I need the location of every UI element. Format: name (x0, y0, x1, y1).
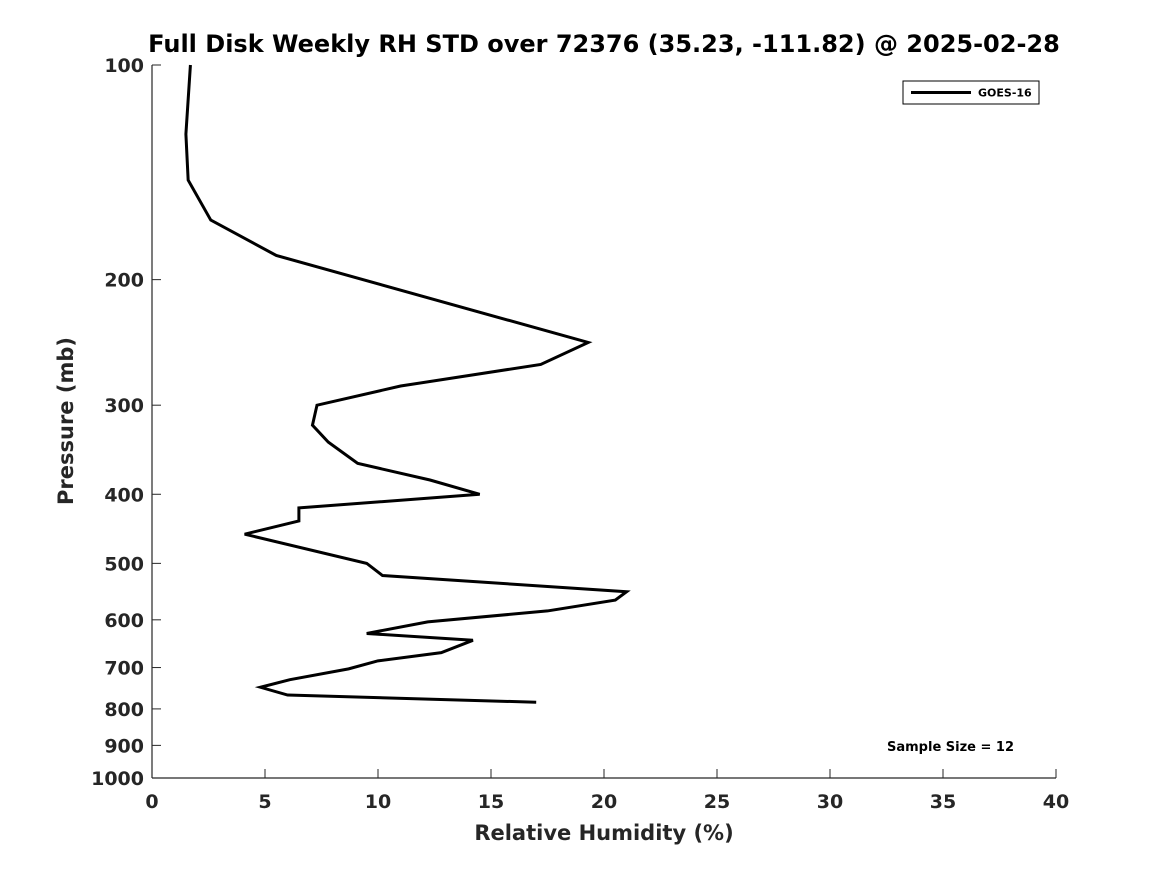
x-tick-label: 5 (258, 791, 271, 813)
series-layer (184, 64, 631, 704)
plot-axes (151, 65, 1056, 779)
legend: GOES-16 (902, 80, 1040, 105)
y-tick-label: 300 (104, 395, 144, 417)
y-tick-label: 100 (104, 55, 144, 77)
x-tick-label: 25 (704, 791, 730, 813)
sample-size-annotation: Sample Size = 12 (887, 740, 1014, 755)
y-tick-label: 400 (104, 484, 144, 506)
x-tick-label: 40 (1043, 791, 1069, 813)
x-tick-label: 35 (930, 791, 956, 813)
y-tick-label: 1000 (91, 768, 144, 790)
x-tick-label: 10 (365, 791, 391, 813)
x-axis-label: Relative Humidity (%) (474, 821, 733, 845)
y-tick-label: 900 (104, 735, 144, 757)
y-tick-label: 500 (104, 553, 144, 575)
y-tick-label: 800 (104, 699, 144, 721)
x-tick-label: 15 (478, 791, 504, 813)
chart-title: Full Disk Weekly RH STD over 72376 (35.2… (148, 30, 1060, 58)
y-tick-label: 700 (104, 658, 144, 680)
y-axis-label: Pressure (mb) (54, 337, 78, 505)
x-tick-label: 30 (817, 791, 843, 813)
x-tick-label: 0 (145, 791, 158, 813)
y-tick-label: 600 (104, 610, 144, 632)
y-axis-ticks: 100 200 300 400 500 600 700 800 900 1000 (91, 55, 161, 790)
x-axis-ticks: 0 5 10 15 20 25 30 35 40 (145, 769, 1069, 813)
legend-label-goes-16: GOES-16 (978, 87, 1032, 100)
x-tick-label: 20 (591, 791, 617, 813)
y-tick-label: 200 (104, 270, 144, 292)
series-line-goes-16 (184, 64, 631, 704)
